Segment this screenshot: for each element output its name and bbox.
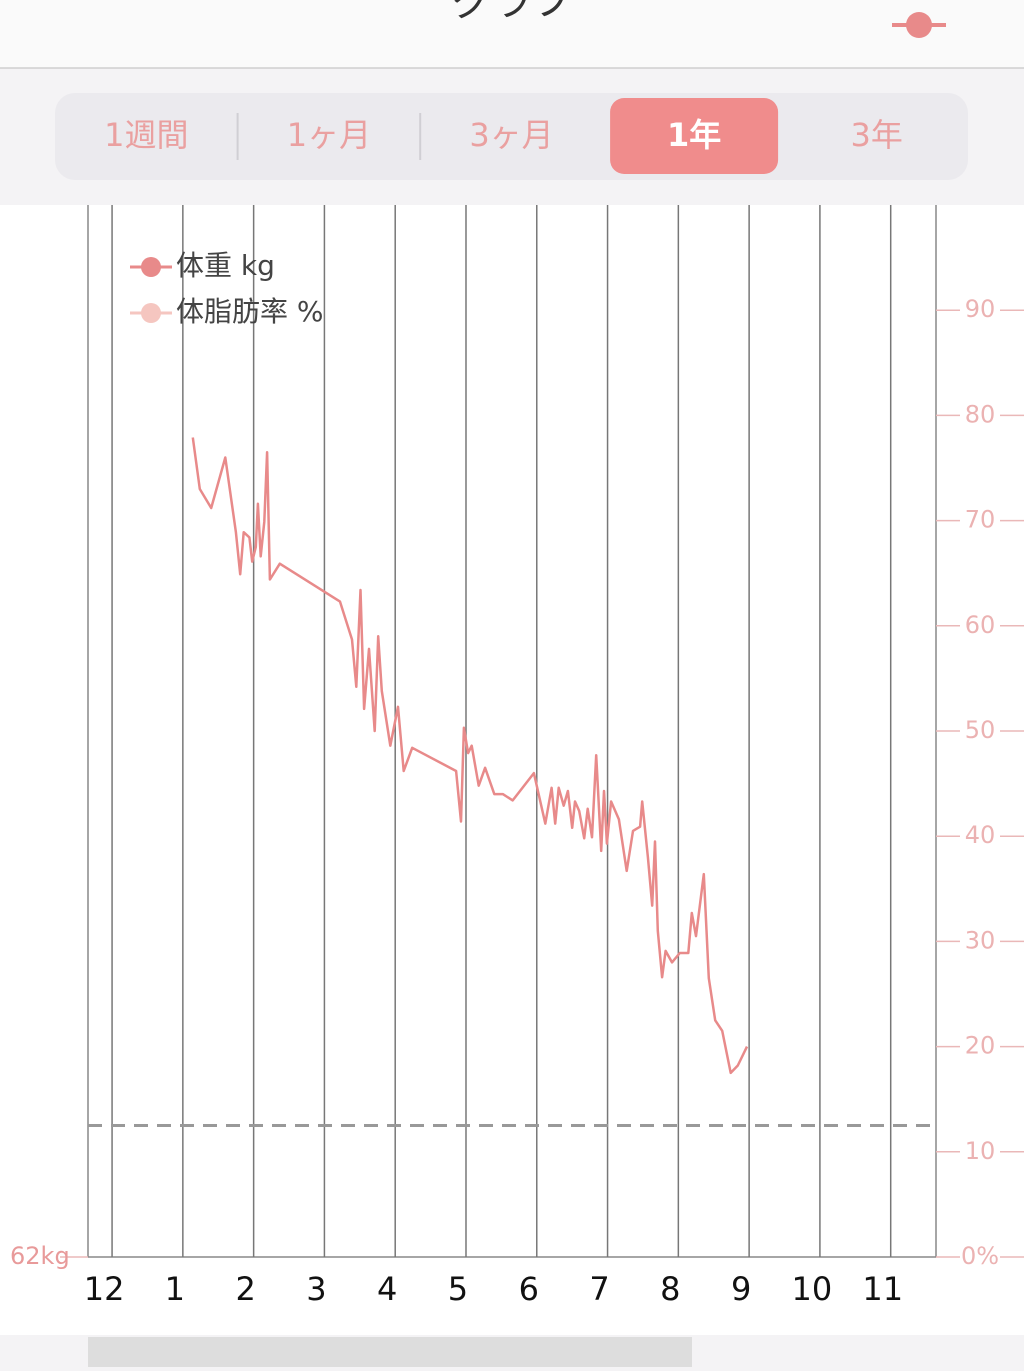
y-tick-label: 60 [965, 611, 996, 639]
y-tick-label: 40 [965, 821, 996, 849]
header-bar [0, 0, 1024, 68]
x-tick-label: 4 [377, 1270, 397, 1308]
y-tick-label: 80 [965, 400, 996, 428]
legend-dot [141, 303, 161, 323]
x-tick-label: 7 [589, 1270, 609, 1308]
tab-label[interactable]: 1ヶ月 [287, 116, 371, 154]
x-tick-label: 1 [165, 1270, 185, 1308]
x-tick-label: 12 [84, 1270, 125, 1308]
x-tick-label: 2 [235, 1270, 255, 1308]
legend-label: 体脂肪率 % [176, 295, 324, 328]
x-tick-label: 9 [731, 1270, 751, 1308]
x-tick-label: 5 [448, 1270, 468, 1308]
y-tick-label: 20 [965, 1032, 996, 1060]
tab-label[interactable]: 3年 [851, 116, 903, 154]
y-tick-label: 90 [965, 295, 996, 323]
x-tick-label: 11 [862, 1270, 903, 1308]
x-tick-label: 3 [306, 1270, 326, 1308]
chart-bg [0, 205, 1024, 1335]
y-tick-label: 0% [961, 1242, 999, 1270]
y-tick-label: 50 [965, 716, 996, 744]
x-tick-label: 10 [792, 1270, 833, 1308]
tab-label[interactable]: 1年 [667, 116, 721, 154]
bottom-bar [88, 1337, 692, 1367]
tab-label[interactable]: 3ヶ月 [469, 116, 553, 154]
y-tick-label: 30 [965, 926, 996, 954]
y-tick-label: 70 [965, 506, 996, 534]
left-axis-label: 62kg [10, 1242, 70, 1270]
legend-dot [141, 257, 161, 277]
y-tick-label: 10 [965, 1137, 996, 1165]
tab-label[interactable]: 1週間 [104, 116, 188, 154]
tab-selected[interactable] [610, 98, 779, 174]
x-tick-label: 6 [519, 1270, 539, 1308]
weight-line [191, 437, 749, 1075]
header-icon[interactable] [892, 12, 946, 38]
header-title: グラフ [452, 0, 572, 25]
legend-label: 体重 kg [176, 249, 275, 282]
x-tick-label: 8 [660, 1270, 680, 1308]
